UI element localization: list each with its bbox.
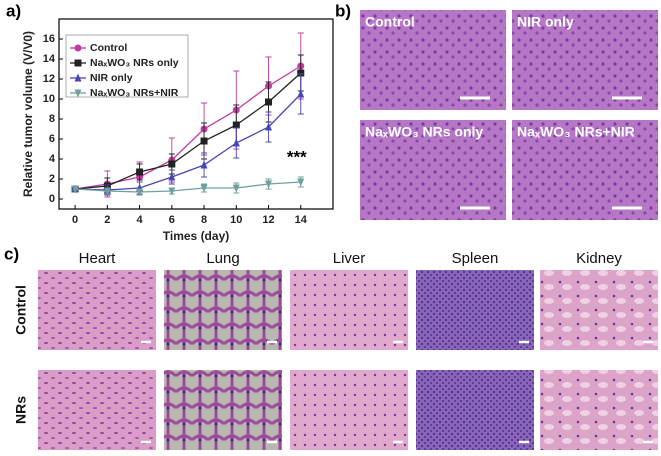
column-label: Liver bbox=[333, 250, 366, 267]
legend-label: NaₓWO₃ NRs+NIR bbox=[90, 87, 179, 99]
series-line bbox=[75, 181, 301, 193]
histology-image bbox=[290, 370, 408, 450]
column-label: Kidney bbox=[576, 250, 622, 267]
marker bbox=[168, 187, 176, 196]
row-label: NRs bbox=[13, 396, 29, 424]
x-tick-label: 0 bbox=[72, 214, 78, 226]
histology-image bbox=[290, 270, 408, 350]
x-tick-label: 10 bbox=[230, 214, 242, 226]
series-line bbox=[75, 65, 302, 190]
y-tick-label: 10 bbox=[43, 93, 55, 105]
x-tick-label: 12 bbox=[262, 214, 274, 226]
x-axis-label: Times (day) bbox=[163, 229, 229, 243]
column-label: Lung bbox=[206, 250, 239, 267]
image-label: NaₓWO₃ NRs only bbox=[365, 124, 483, 140]
marker bbox=[232, 138, 240, 147]
marker bbox=[200, 160, 208, 169]
annotation: *** bbox=[287, 147, 307, 166]
series-line bbox=[75, 93, 302, 191]
marker bbox=[297, 69, 305, 77]
image-label: NaₓWO₃ NRs+NIR bbox=[517, 124, 635, 140]
legend-marker bbox=[74, 44, 82, 52]
x-tick-label: 2 bbox=[104, 214, 110, 226]
y-tick-label: 8 bbox=[49, 113, 55, 125]
marker bbox=[297, 178, 305, 187]
panel-c: c) Heart Lung Liver Spleen Kidney Control NRs bbox=[4, 244, 658, 450]
marker bbox=[168, 160, 176, 168]
marker bbox=[265, 180, 273, 189]
y-axis-label: Relative tumor volume (V/V0) bbox=[21, 31, 35, 197]
image-label: NIR only bbox=[517, 14, 574, 30]
marker bbox=[136, 168, 144, 176]
y-tick-label: 4 bbox=[49, 153, 56, 165]
legend-label: NIR only bbox=[90, 72, 133, 84]
marker bbox=[200, 137, 208, 145]
histology-image bbox=[540, 270, 658, 350]
plot-frame bbox=[58, 18, 334, 210]
marker bbox=[265, 122, 273, 131]
panel-b: b) Control NIR only NaₓWO₃ NRs only NaₓWO₃ N… bbox=[335, 1, 658, 220]
legend-marker bbox=[74, 89, 82, 98]
histology-image bbox=[416, 270, 534, 350]
legend-marker bbox=[74, 73, 82, 82]
y-tick-label: 0 bbox=[49, 193, 55, 205]
histology-image bbox=[38, 270, 156, 350]
histology-image bbox=[164, 370, 282, 450]
series-line bbox=[75, 72, 302, 190]
legend-label: NaₓWO₃ NRs only bbox=[90, 57, 179, 69]
histology-image bbox=[512, 120, 658, 220]
x-tick-label: 14 bbox=[295, 214, 308, 226]
histology-image bbox=[164, 270, 282, 350]
panel-label: a) bbox=[6, 1, 21, 20]
y-tick-label: 16 bbox=[43, 33, 55, 45]
histology-image bbox=[416, 370, 534, 450]
marker bbox=[136, 188, 144, 197]
panel-label: c) bbox=[4, 244, 19, 263]
histology-image bbox=[38, 370, 156, 450]
histology-image bbox=[360, 10, 506, 110]
marker bbox=[71, 185, 79, 194]
marker bbox=[265, 98, 273, 106]
marker bbox=[168, 172, 176, 181]
legend-marker bbox=[74, 59, 82, 67]
column-label: Spleen bbox=[452, 250, 499, 267]
histology-image bbox=[360, 120, 506, 220]
legend-box bbox=[65, 34, 189, 98]
row-label: Control bbox=[13, 285, 29, 335]
panel-label: b) bbox=[335, 1, 351, 20]
x-tick-label: 6 bbox=[169, 214, 175, 226]
marker bbox=[103, 187, 111, 196]
x-tick-label: 4 bbox=[137, 214, 144, 226]
y-tick-label: 6 bbox=[49, 133, 55, 145]
marker bbox=[200, 184, 208, 193]
histology-image bbox=[540, 370, 658, 450]
y-tick-label: 12 bbox=[43, 73, 55, 85]
x-tick-label: 8 bbox=[201, 214, 207, 226]
legend-label: Control bbox=[90, 42, 127, 54]
marker bbox=[232, 121, 240, 129]
y-tick-label: 14 bbox=[43, 53, 56, 65]
chart: a) 0 2 4 6 8 10 12 14 16 0 2 4 6 8 10 12 14 Times (day) Rel… bbox=[6, 1, 334, 243]
marker bbox=[232, 184, 240, 193]
image-label: Control bbox=[365, 14, 415, 30]
y-tick-label: 2 bbox=[49, 173, 55, 185]
column-label: Heart bbox=[79, 250, 117, 267]
marker bbox=[297, 89, 305, 98]
histology-image bbox=[512, 10, 658, 110]
